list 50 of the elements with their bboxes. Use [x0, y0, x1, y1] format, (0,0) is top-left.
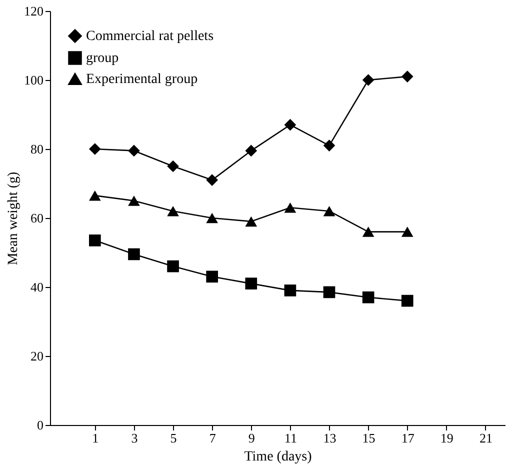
point — [206, 270, 218, 283]
point — [128, 196, 140, 206]
point — [362, 291, 374, 304]
x-tick-label: 9 — [248, 430, 255, 446]
point — [167, 206, 179, 216]
point — [245, 216, 258, 227]
legend-label: group — [86, 51, 119, 66]
y-tick-label: 20 — [30, 348, 44, 364]
point — [89, 190, 101, 201]
point — [245, 278, 258, 290]
y-tick-label: 80 — [30, 142, 44, 156]
point — [323, 206, 336, 216]
point — [167, 260, 179, 272]
y-tick-label: 60 — [30, 210, 44, 226]
point — [206, 212, 218, 224]
point — [284, 118, 296, 131]
y-tick-label: 100 — [24, 72, 44, 88]
legend-label: Experimental group — [86, 72, 198, 87]
point — [245, 144, 258, 157]
y-tick-label: 40 — [30, 280, 44, 294]
x-tick-label: 7 — [209, 430, 216, 446]
x-tick-label: 15 — [362, 430, 376, 446]
x-tick-label: 13 — [323, 430, 336, 446]
point — [284, 202, 296, 213]
point — [206, 174, 218, 186]
point — [128, 248, 140, 260]
x-tick-label: 5 — [170, 430, 177, 446]
x-axis-title: Time (days) — [244, 450, 312, 464]
point — [401, 70, 414, 82]
point — [128, 144, 140, 157]
point — [323, 140, 336, 152]
y-tick-label: 0 — [37, 418, 44, 432]
x-tick-label: 1 — [92, 430, 99, 446]
x-tick-label: 3 — [131, 430, 138, 446]
x-tick-label: 21 — [479, 430, 492, 446]
point — [89, 234, 101, 246]
point — [401, 226, 414, 237]
x-tick-label: 11 — [284, 430, 297, 446]
x-tick-label: 17 — [401, 430, 415, 446]
legend-label: Commercial rat pellets — [86, 29, 214, 44]
point — [401, 294, 414, 307]
y-axis-title: Mean weight (g) — [6, 172, 21, 266]
point — [362, 226, 374, 237]
point — [89, 143, 101, 155]
y-tick-label: 120 — [24, 4, 44, 18]
point — [167, 160, 179, 172]
point — [323, 286, 336, 298]
point — [362, 74, 374, 86]
x-tick-label: 19 — [440, 430, 454, 446]
point — [284, 284, 296, 296]
